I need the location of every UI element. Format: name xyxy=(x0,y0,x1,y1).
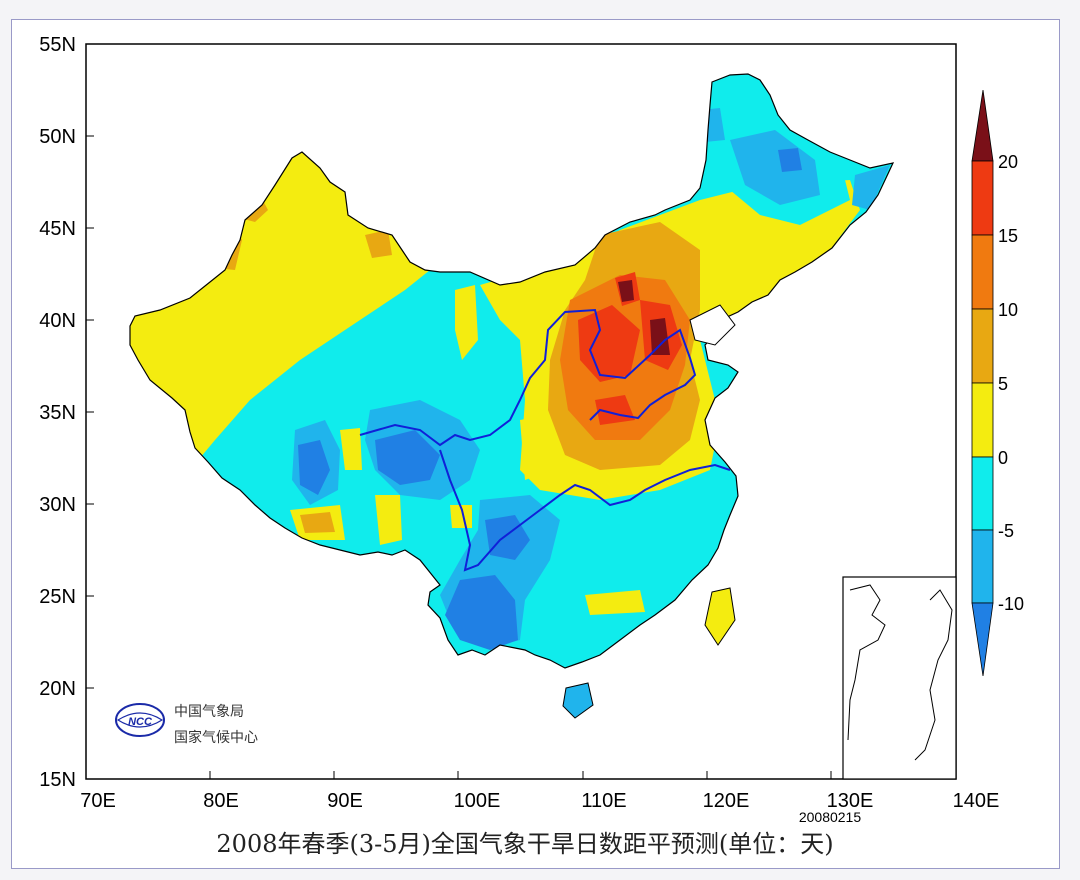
colorbar: 20 15 10 5 0 -5 -10 xyxy=(971,89,1024,677)
bohai-sea xyxy=(689,304,736,346)
colorbar-label: 20 xyxy=(998,152,1018,172)
date-stamp: 20080215 xyxy=(799,809,862,825)
x-tick-label: 110E xyxy=(581,790,626,812)
yellow-river xyxy=(359,308,697,447)
colorbar-level-0-5 xyxy=(971,382,994,458)
colorbar-level-gt20 xyxy=(971,89,994,162)
y-tick-label: 40N xyxy=(39,310,76,332)
colorbar-label: -5 xyxy=(998,521,1014,541)
colorbar-level-10-15 xyxy=(971,234,994,310)
y-tick-label: 55N xyxy=(39,34,76,56)
y-tick-label: 15N xyxy=(39,769,76,791)
x-tick-label: 90E xyxy=(327,790,363,812)
colorbar-level-15-20 xyxy=(971,160,994,236)
anomaly-zone-15-to-20-shanxi xyxy=(578,305,640,382)
anomaly-zone-gt-20-north xyxy=(618,280,634,302)
anomaly-zone-5-to-10-tibet-south xyxy=(300,512,335,533)
y-tick-label: 45N xyxy=(39,218,76,240)
y-tick-label: 25N xyxy=(39,586,76,608)
colorbar-level-neg5-0 xyxy=(971,456,994,531)
anomaly-zone-15-to-20-henan xyxy=(595,395,635,425)
anomaly-zone-0-to-5-sichuan-spot xyxy=(450,505,472,528)
x-tick-label: 120E xyxy=(703,790,750,812)
inset-islands xyxy=(914,589,953,761)
ncc-logo: NCC 中国气象局 国家气候中心 xyxy=(115,703,258,746)
x-tick-label: 70E xyxy=(80,790,116,812)
anomaly-zone-neg10-to-neg5-far-ne xyxy=(852,165,890,210)
colorbar-level-neg10-neg5 xyxy=(971,529,994,604)
colorbar-level-5-10 xyxy=(971,308,994,384)
anomaly-zone-0-to-5-tibet-strip xyxy=(340,428,362,470)
ncc-emblem-text: NCC xyxy=(128,716,153,728)
colorbar-label: 15 xyxy=(998,226,1018,246)
anomaly-zone-lt-neg10-yunnan xyxy=(445,575,518,650)
y-tick-label: 35N xyxy=(39,402,76,424)
y-tick-label: 30N xyxy=(39,494,76,516)
colorbar-label: 5 xyxy=(998,374,1008,394)
colorbar-label: 10 xyxy=(998,300,1018,320)
agency-name-ncc: 国家气候中心 xyxy=(174,729,258,746)
inset-coastline xyxy=(847,584,886,741)
colorbar-level-lt-neg10 xyxy=(971,602,994,677)
anomaly-zone-lt-neg10-qinghai xyxy=(375,430,440,485)
anomaly-zone-lt-neg10-tibet xyxy=(298,440,330,495)
map-title: 2008年春季(3-5月)全国气象干旱日数距平预测(单位：天) xyxy=(216,830,833,858)
anomaly-zone-gt-20-hebei xyxy=(650,318,670,355)
colorbar-label: -10 xyxy=(998,594,1024,614)
anomaly-zone-0-to-5-guangxi xyxy=(585,590,645,615)
x-tick-label: 100E xyxy=(454,790,501,812)
colorbar-label: 0 xyxy=(998,448,1008,468)
anomaly-zone-0-to-5-gansu xyxy=(520,415,552,480)
y-tick-label: 50N xyxy=(39,126,76,148)
anomaly-zone-0-to-5-sichuan-west xyxy=(375,495,402,545)
x-axis: 70E 80E 90E 100E 110E 120E 130E 140E xyxy=(80,771,999,812)
anomaly-zone-lt-neg10-ne xyxy=(778,148,802,172)
yangtze-river xyxy=(439,449,731,572)
x-tick-label: 130E xyxy=(827,790,874,812)
taiwan-island xyxy=(704,587,736,646)
anomaly-zone-5-to-10-east-xj xyxy=(365,230,392,258)
y-tick-label: 20N xyxy=(39,678,76,700)
x-tick-label: 140E xyxy=(953,790,1000,812)
hainan-island xyxy=(562,682,594,719)
y-axis: 55N 50N 45N 40N 35N 30N 25N 20N 15N xyxy=(39,34,94,791)
agency-name-cma: 中国气象局 xyxy=(174,704,244,720)
ncc-emblem-icon xyxy=(115,703,165,737)
anomaly-zone-0-to-5-qinghai-strip xyxy=(455,285,478,360)
x-tick-label: 80E xyxy=(203,790,239,812)
south-china-sea-inset xyxy=(842,576,957,780)
